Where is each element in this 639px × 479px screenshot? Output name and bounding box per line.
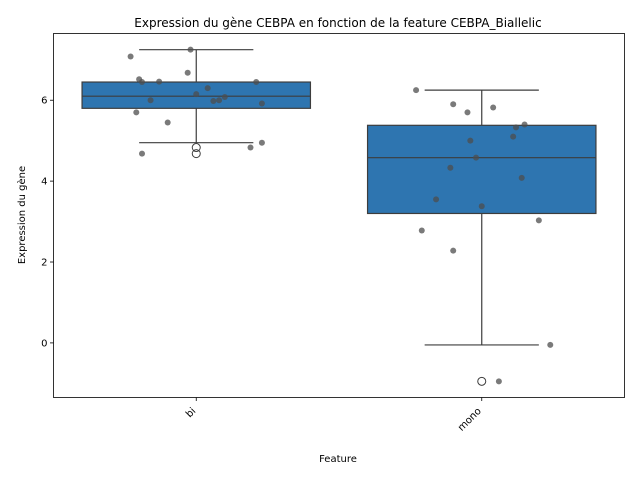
data-point: [413, 87, 420, 94]
data-point: [210, 98, 217, 105]
data-point: [447, 164, 454, 171]
data-point: [510, 133, 517, 140]
data-point: [547, 341, 554, 348]
data-point: [450, 247, 457, 254]
data-point: [473, 154, 480, 161]
x-tick-label-mono: mono: [456, 406, 484, 434]
data-point: [518, 174, 525, 181]
y-tick-label: 4: [41, 177, 47, 188]
y-tick-label: 6: [41, 96, 47, 107]
data-point: [464, 109, 471, 116]
data-point: [478, 203, 485, 210]
chart-title: Expression du gène CEBPA en fonction de …: [134, 16, 541, 30]
data-point: [133, 109, 140, 116]
x-axis-title: Feature: [319, 454, 357, 465]
plot-area: 0 2 4 6 bi mono: [41, 46, 597, 434]
data-point: [495, 378, 502, 385]
data-point: [216, 97, 223, 104]
data-point: [418, 227, 425, 234]
data-point: [187, 46, 194, 53]
y-tick-label: 2: [41, 258, 47, 269]
outlier-point: [477, 376, 487, 386]
data-point: [521, 121, 528, 128]
data-point: [258, 139, 265, 146]
y-tick-label: 0: [41, 338, 47, 349]
data-point: [513, 124, 520, 131]
outlier-point: [191, 149, 201, 159]
data-point: [147, 97, 154, 104]
data-point: [490, 104, 497, 111]
data-point: [184, 69, 191, 76]
data-point: [139, 79, 146, 86]
plot-frame: [53, 33, 625, 398]
box-mono: [366, 124, 597, 215]
y-axis-title: Expression du gène: [16, 166, 28, 264]
data-point: [204, 85, 211, 92]
outlier-point: [191, 143, 201, 153]
data-point: [467, 137, 474, 144]
data-point: [258, 100, 265, 107]
data-point: [253, 79, 260, 86]
x-tick-label-bi: bi: [184, 406, 198, 420]
data-point: [433, 196, 440, 203]
data-point: [139, 150, 146, 157]
data-point: [450, 101, 457, 108]
data-point: [247, 144, 254, 151]
data-point: [221, 93, 228, 100]
data-point: [127, 53, 134, 60]
data-point: [156, 78, 163, 85]
data-point: [164, 119, 171, 126]
data-point: [193, 91, 200, 98]
data-point: [535, 217, 542, 224]
